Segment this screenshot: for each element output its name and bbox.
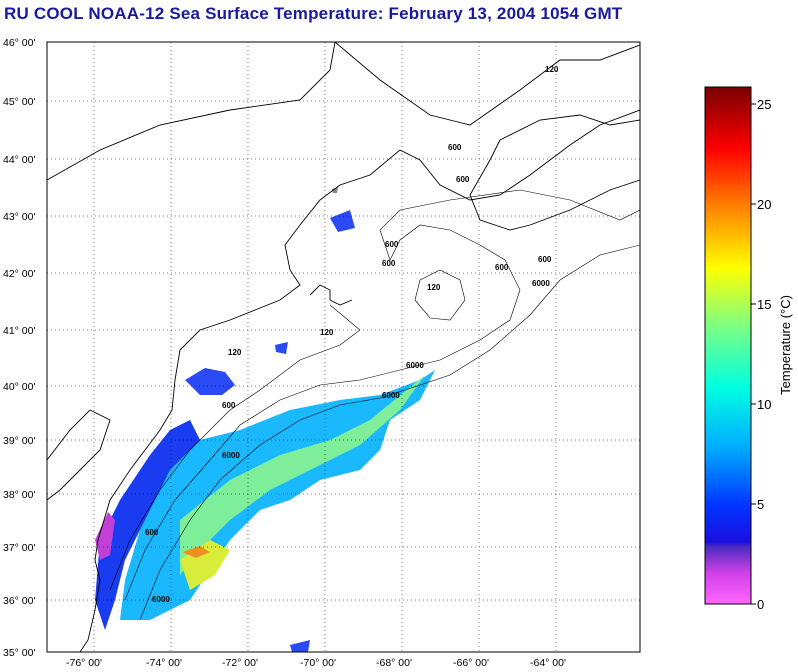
sst-swath-warm-band	[180, 375, 425, 575]
lat-label: 35° 00'	[3, 647, 35, 659]
isobath-label: 6000	[406, 361, 424, 370]
lat-label: 43° 00'	[3, 211, 35, 223]
sst-nearshore-cold	[95, 512, 115, 560]
coastline-nova-scotia	[469, 114, 640, 231]
isobath-label: 600	[495, 263, 509, 272]
isobath-600	[124, 189, 640, 601]
isobath-label: 6000	[152, 595, 170, 604]
lat-label: 42° 00'	[3, 268, 35, 280]
isobath-label: 6000	[382, 391, 400, 400]
isobath-label: 6000	[532, 279, 550, 288]
lat-label: 37° 00'	[3, 542, 35, 554]
isobath-label: 600	[382, 259, 396, 268]
sst-gray-patch	[332, 187, 338, 193]
isobath-label: 120	[228, 348, 242, 357]
isobath-label: 120	[320, 328, 334, 337]
isobath-label: 600	[222, 401, 236, 410]
lon-label: -68° 00'	[376, 657, 412, 669]
lat-label: 38° 00'	[3, 489, 35, 501]
colorbar-tick-label: 20	[757, 197, 771, 212]
isobath-label: 600	[448, 143, 462, 152]
sst-small-patch-3	[290, 640, 310, 652]
map-frame	[46, 41, 641, 653]
lon-label: -74° 00'	[146, 657, 182, 669]
lon-label: -66° 00'	[453, 657, 489, 669]
isobath-label: 600	[145, 528, 159, 537]
lat-label: 40° 00'	[3, 381, 35, 393]
coastline-cape-cod	[309, 284, 353, 306]
isobath-georges-bank	[414, 269, 466, 321]
isobath-6000	[139, 244, 640, 621]
colorbar: 25 20 15 10 5 0 Temperature (°C)	[704, 86, 793, 612]
colorbar-tick-label: 15	[757, 297, 771, 312]
colorbar-tick-label: 0	[757, 597, 764, 612]
sst-nyb-patch	[185, 368, 235, 395]
colorbar-tick-label: 25	[757, 97, 771, 112]
longitude-labels: -76° 00' -74° 00' -72° 00' -70° 00' -68°…	[66, 657, 566, 669]
colorbar-gradient	[704, 86, 752, 605]
isobath-label: 6000	[222, 451, 240, 460]
lat-label: 36° 00'	[3, 595, 35, 607]
isobath-label: 600	[538, 255, 552, 264]
colorbar-tick-label: 5	[757, 497, 764, 512]
isobath-layer	[109, 189, 640, 621]
lat-label: 44° 00'	[3, 154, 35, 166]
lon-label: -76° 00'	[66, 657, 102, 669]
colorbar-tick-label: 10	[757, 397, 771, 412]
lon-label: -72° 00'	[222, 657, 258, 669]
isobath-label: 600	[385, 240, 399, 249]
isobath-120	[109, 304, 361, 591]
sst-eddy-warm	[182, 546, 210, 558]
lon-label: -70° 00'	[300, 657, 336, 669]
sst-data-layer	[95, 187, 435, 652]
graticule	[47, 42, 640, 652]
colorbar-title: Temperature (°C)	[778, 295, 793, 395]
coastline-layer	[47, 42, 640, 652]
lon-label: -64° 00'	[530, 657, 566, 669]
isobath-label: 120	[545, 65, 559, 74]
isobath-labels: 120 120 120 120 600 600 600 600 600 600 …	[145, 65, 559, 604]
lat-label: 41° 00'	[3, 325, 35, 337]
page-title: RU COOL NOAA-12 Sea Surface Temperature:…	[4, 4, 623, 23]
colorbar-ticks	[751, 103, 756, 605]
latitude-labels: 46° 00' 45° 00' 44° 00' 43° 00' 42° 00' …	[3, 37, 35, 659]
isobath-label: 600	[456, 175, 470, 184]
sst-small-patch-1	[330, 210, 355, 232]
lat-label: 45° 00'	[3, 96, 35, 108]
lat-label: 39° 00'	[3, 435, 35, 447]
lat-label: 46° 00'	[3, 37, 35, 49]
coastline-chesapeake	[47, 409, 111, 501]
sst-small-patch-2	[275, 342, 288, 354]
coastline-mainland	[47, 42, 640, 652]
isobath-label: 120	[427, 283, 441, 292]
